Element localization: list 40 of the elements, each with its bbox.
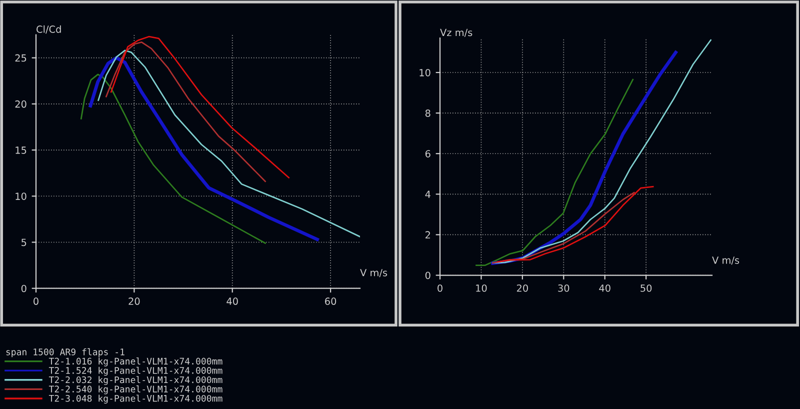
y-tick-label: 15 — [16, 146, 26, 154]
y-axis-title: Cl/Cd — [36, 25, 61, 34]
y-tick-label: 10 — [16, 192, 26, 200]
y-tick-label: 5 — [22, 238, 26, 246]
y-tick-label: 20 — [15, 100, 26, 108]
legend-label: T2-3.048 kg-Panel-VLM1-x74.000mm — [48, 394, 222, 404]
line-series — [497, 186, 654, 263]
legend-label: T2-1.016 kg-Panel-VLM1-x74.000mm — [48, 358, 222, 366]
x-tick-label: 40 — [599, 284, 610, 292]
y-tick-label: 4 — [425, 190, 430, 198]
x-tick-label: 60 — [325, 298, 336, 305]
x-tick-label: 20 — [516, 284, 528, 292]
x-tick-label: 40 — [226, 298, 238, 305]
y-tick-label: 10 — [420, 68, 430, 76]
x-axis-title: V m/s — [712, 256, 740, 265]
x-axis-title: V m/s — [360, 269, 388, 278]
y-axis-title: Vz m/s — [440, 28, 472, 37]
line-series — [106, 41, 266, 182]
x-tick-label: 50 — [640, 284, 652, 292]
x-tick-label: 20 — [128, 298, 140, 305]
legend-label: T2-2.540 kg-Panel-VLM1-x74.000mm — [48, 385, 222, 394]
line-series — [88, 56, 319, 242]
y-tick-label: 25 — [15, 54, 26, 62]
line-series — [476, 78, 634, 266]
y-tick-label: 2 — [426, 231, 430, 238]
y-tick-label: 6 — [425, 150, 430, 158]
y-tick-label: 8 — [425, 110, 430, 117]
x-tick-label: 0 — [438, 284, 442, 292]
x-tick-label: 10 — [476, 284, 487, 292]
legend-label: T2-2.032 kg-Panel-VLM1-x74.000mm — [48, 376, 222, 385]
legend-title: span 1500 AR9 flaps -1 — [6, 348, 124, 358]
y-tick-label: 0 — [425, 272, 430, 280]
line-series — [98, 50, 360, 238]
line-series — [492, 192, 635, 264]
line-series — [492, 39, 712, 264]
x-tick-label: 30 — [558, 284, 570, 292]
legend-label: T2-1.524 kg-Panel-VLM1-x74.000mm — [48, 366, 222, 376]
line-series — [110, 36, 290, 178]
x-tick-label: 0 — [34, 298, 38, 305]
line-series — [80, 74, 266, 244]
